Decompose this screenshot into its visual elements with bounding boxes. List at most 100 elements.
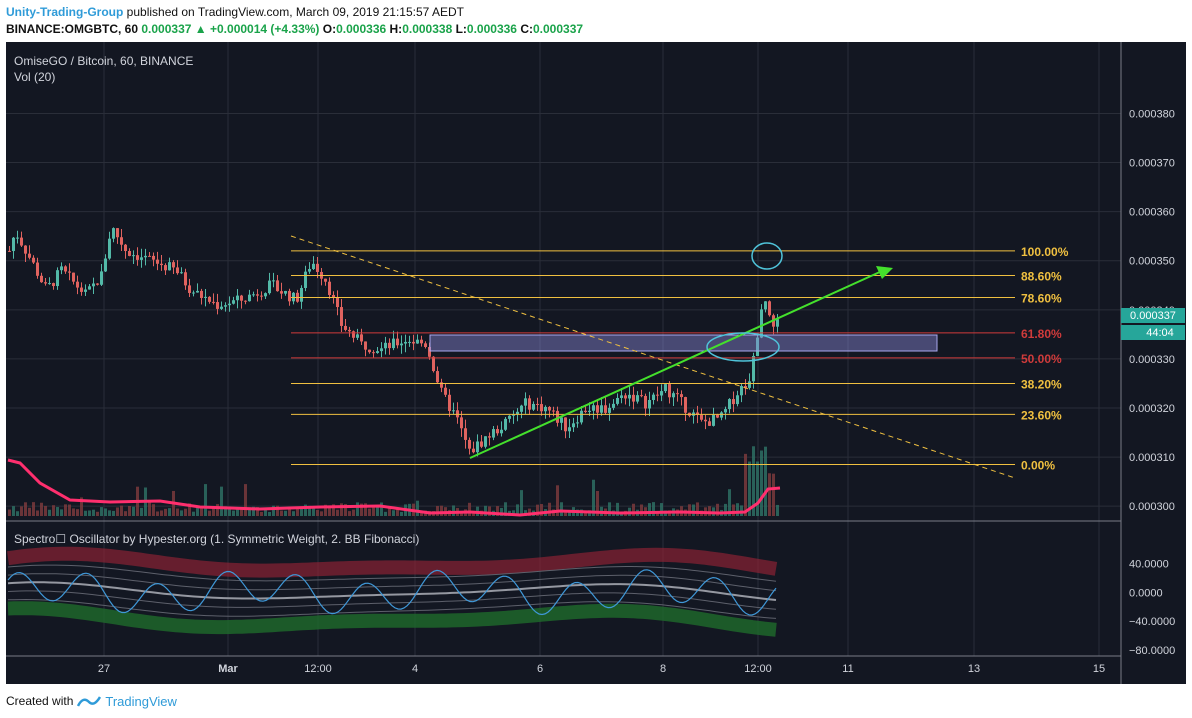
volume-bar (540, 504, 543, 516)
candle-body (204, 296, 207, 298)
volume-bar (68, 504, 71, 516)
candle-body (232, 300, 235, 304)
volume-bar (132, 506, 135, 516)
candle-body (532, 403, 535, 410)
volume-bar (564, 511, 567, 516)
volume-bar (496, 506, 499, 516)
volume-bar (208, 510, 211, 516)
candle-body (152, 255, 155, 260)
volume-bar (440, 505, 443, 516)
volume-bar (764, 446, 767, 516)
price-axis[interactable]: 0.0003800.0003700.0003600.0003500.000340… (1129, 108, 1175, 513)
volume-bar (548, 502, 551, 516)
volume-bar (616, 502, 619, 516)
volume-bar (716, 503, 719, 516)
volume-bar (660, 503, 663, 516)
candle-body (660, 391, 663, 396)
ascending-trendline (469, 270, 883, 459)
candle-body (48, 283, 51, 285)
volume-bar (268, 511, 271, 516)
candle-body (140, 257, 143, 260)
volume-bar (284, 510, 287, 516)
fib-level-label: 88.60% (1021, 269, 1062, 283)
candle-body (172, 262, 175, 268)
volume-bar (352, 509, 355, 516)
candle-body (404, 341, 407, 344)
candle-body (676, 393, 679, 395)
descending-trendline (290, 235, 1016, 479)
candle-body (436, 371, 439, 383)
candle-body (744, 386, 747, 388)
candle-body (664, 384, 667, 392)
candle-body (496, 429, 499, 434)
volume-bar (204, 484, 207, 516)
candle-body (612, 403, 615, 408)
candle-body (696, 412, 699, 416)
volume-bar (592, 479, 595, 516)
candle-body (36, 262, 39, 276)
volume-bar (28, 507, 31, 516)
volume-bar (84, 510, 87, 516)
oscillator-band-line (7, 598, 777, 619)
volume-bar (504, 502, 507, 516)
symbol-title: OmiseGO / Bitcoin, 60, BINANCE (14, 54, 193, 68)
volume-bar (100, 507, 103, 516)
candle-body (360, 334, 363, 342)
volume-bar (692, 504, 695, 516)
volume-bar (316, 509, 319, 516)
candle-body (628, 394, 631, 399)
candle-body (408, 341, 411, 343)
low-value: 0.000336 (466, 22, 517, 36)
candle-body (432, 356, 435, 372)
volume-bar (80, 497, 83, 516)
candle-body (128, 250, 131, 256)
candle-body (24, 245, 27, 254)
volume-bar (392, 510, 395, 516)
volume-bar (52, 505, 55, 516)
candle-body (568, 427, 571, 432)
oscillator-lower-band (7, 601, 777, 637)
countdown-tag (1121, 325, 1185, 340)
author-link[interactable]: Unity-Trading-Group (6, 5, 124, 19)
candle-body (448, 394, 451, 411)
up-arrow-icon: ▲ (194, 22, 207, 36)
candle-body (316, 263, 319, 272)
candle-body (520, 405, 523, 412)
volume-bar (124, 511, 127, 516)
time-axis[interactable]: 27 Mar 12:00 4 6 8 12:00 11 13 15 (98, 663, 1105, 675)
candle-body (16, 237, 19, 239)
volume-bar (768, 473, 771, 516)
volume-bar (256, 507, 259, 516)
candle-body (380, 348, 383, 352)
volume-bar (752, 446, 755, 516)
candle-body (8, 250, 11, 252)
candle-body (200, 290, 203, 298)
candle-body (524, 398, 527, 406)
publish-line: Unity-Trading-Group published on Trading… (6, 4, 1186, 21)
volume-bar (252, 506, 255, 516)
volume-bar (336, 509, 339, 516)
tradingview-brand-link[interactable]: TradingView (105, 693, 177, 709)
candle-body (248, 294, 251, 302)
candle-body (188, 285, 191, 293)
candle-body (648, 399, 651, 409)
oscillator-band-line (7, 564, 777, 582)
volume-bar (24, 502, 27, 516)
candle-body (460, 417, 463, 429)
volume-bar (748, 461, 751, 516)
candle-body (748, 381, 751, 388)
candle-body (280, 291, 283, 294)
oscillator-band-line (7, 581, 777, 601)
candle-body (176, 267, 179, 274)
oscillator-axis[interactable]: 40.0000 0.0000 −40.0000 −80.0000 (1129, 558, 1175, 657)
last-price-tag (1121, 308, 1185, 323)
volume-bar (436, 505, 439, 516)
candle-body (700, 415, 703, 420)
price-tick-label: 0.000350 (1129, 256, 1175, 268)
candle-body (600, 405, 603, 413)
volume-bar (104, 508, 107, 516)
candle-body (492, 429, 495, 438)
candle-body (552, 410, 555, 412)
candle-body (156, 259, 159, 264)
